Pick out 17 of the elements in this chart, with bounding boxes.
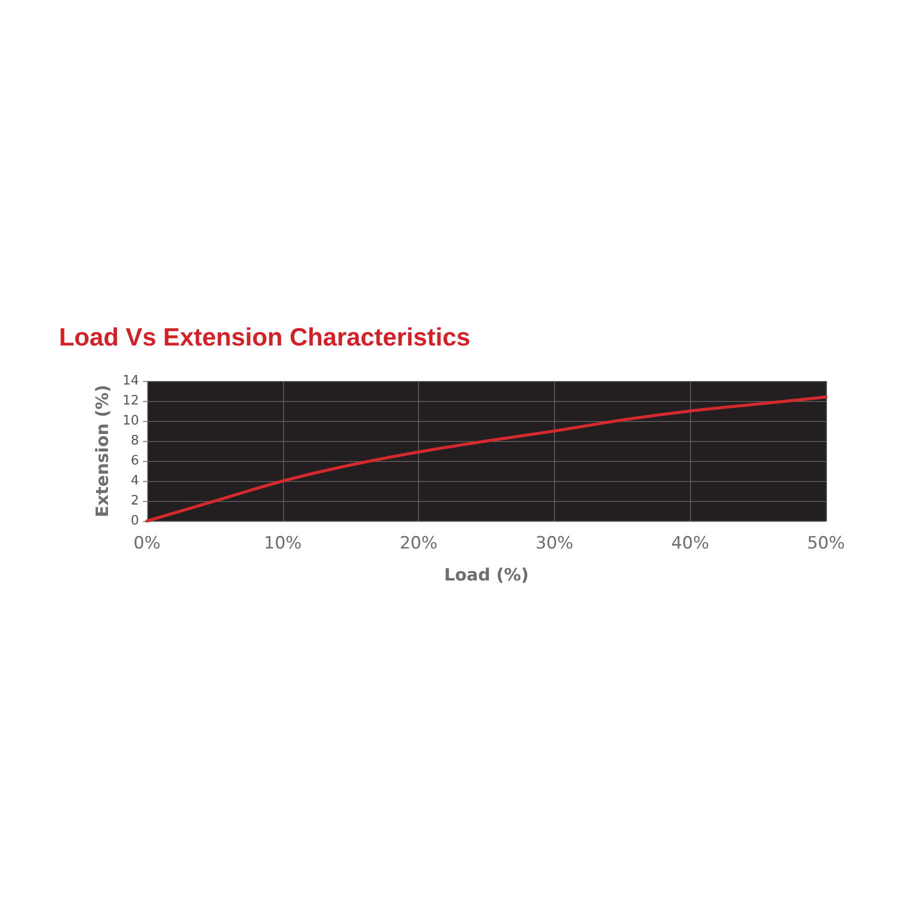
y-tick-label: 8 [130, 434, 139, 448]
x-tick-label: 0% [134, 534, 160, 554]
x-tick-label: 30% [536, 534, 574, 554]
x-tick-label: 40% [671, 534, 710, 554]
x-axis-title: Load (%) [444, 566, 529, 586]
x-tick-label: 10% [264, 534, 302, 554]
y-tick-label: 10 [122, 414, 139, 428]
x-tick-label: 20% [400, 534, 438, 554]
x-tick-label: 50% [807, 534, 845, 554]
y-tick-label: 0 [130, 514, 139, 528]
y-axis-title: Extension (%) [93, 384, 114, 518]
y-tick-label: 4 [130, 474, 139, 488]
chart-title: Load Vs Extension Characteristics [59, 324, 470, 352]
y-tick-label: 14 [122, 374, 139, 388]
y-tick-label: 6 [130, 454, 139, 468]
y-tick-label: 12 [122, 394, 139, 408]
y-tick-label: 2 [130, 494, 139, 508]
